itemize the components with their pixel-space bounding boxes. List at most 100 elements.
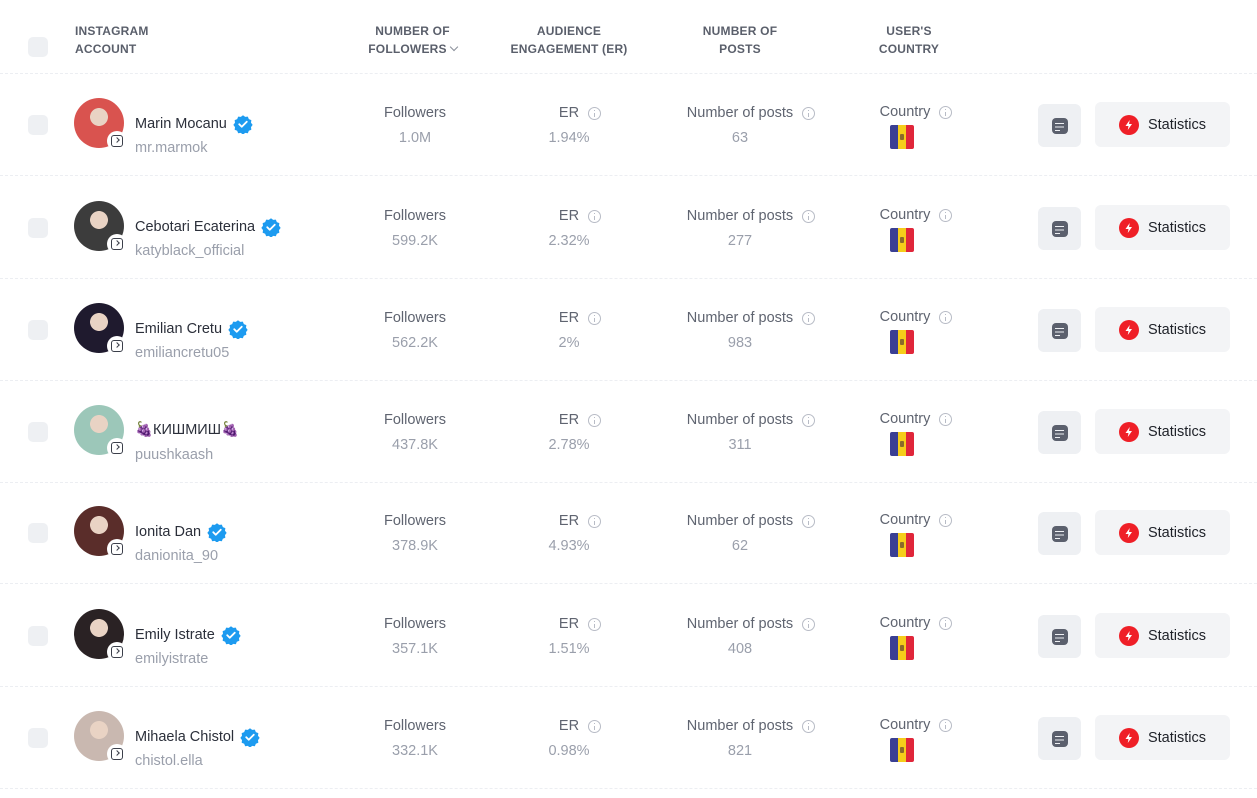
report-button[interactable] — [1038, 309, 1081, 352]
report-button[interactable] — [1038, 615, 1081, 658]
row-checkbox[interactable] — [28, 320, 48, 340]
er-info-icon[interactable] — [588, 311, 602, 325]
er-label: ER — [519, 310, 619, 326]
er-info-icon[interactable] — [588, 209, 602, 223]
country-info-icon[interactable] — [939, 208, 953, 222]
moldova-flag-icon — [890, 636, 914, 660]
followers-value: 1.0M — [398, 130, 432, 146]
report-document-icon — [1051, 424, 1068, 441]
report-button[interactable] — [1038, 104, 1081, 147]
header-followers-line1: NUMBER OF — [375, 24, 450, 38]
row-checkbox[interactable] — [28, 218, 48, 238]
posts-info-icon[interactable] — [802, 514, 816, 528]
account-handle[interactable]: mr.marmok — [135, 140, 208, 156]
account-name[interactable]: Ionita Dan — [135, 522, 227, 542]
country-info-icon[interactable] — [939, 105, 953, 119]
header-number-of-followers[interactable]: NUMBER OF FOLLOWERS — [355, 22, 470, 58]
account-handle[interactable]: chistol.ella — [135, 753, 203, 769]
row-checkbox[interactable] — [28, 728, 48, 748]
report-button[interactable] — [1038, 512, 1081, 555]
header-audience-engagement[interactable]: AUDIENCE ENGAGEMENT (ER) — [494, 22, 644, 58]
account-name-text: Ionita Dan — [135, 524, 202, 540]
country-label-text: Country — [879, 615, 931, 631]
followers-label: Followers — [355, 616, 475, 632]
account-name[interactable]: 🍇КИШМИШ🍇 — [135, 421, 239, 438]
statistics-button-label: Statistics — [1147, 219, 1206, 236]
header-number-of-posts[interactable]: NUMBER OF POSTS — [680, 22, 800, 58]
account-handle[interactable]: emilyistrate — [135, 651, 209, 667]
followers-value: 599.2K — [392, 233, 438, 249]
posts-info-icon[interactable] — [802, 311, 816, 325]
country-info-icon[interactable] — [939, 412, 953, 426]
select-all-checkbox[interactable] — [28, 37, 48, 57]
verified-badge-icon — [207, 523, 227, 542]
followers-label-text: Followers — [383, 412, 447, 428]
country-label: Country — [850, 207, 960, 223]
er-info-icon[interactable] — [588, 617, 602, 631]
country-info-icon[interactable] — [939, 616, 953, 630]
er-info-icon[interactable] — [588, 514, 602, 528]
account-name[interactable]: Emily Istrate — [135, 625, 241, 645]
country-label: Country — [850, 104, 960, 120]
account-handle[interactable]: emiliancretu05 — [135, 345, 230, 361]
country-info-icon[interactable] — [939, 513, 953, 527]
country-label-text: Country — [879, 411, 931, 427]
row-checkbox[interactable] — [28, 115, 48, 135]
account-handle[interactable]: katyblack_official — [135, 243, 245, 259]
account-name[interactable]: Mihaela Chistol — [135, 727, 260, 747]
country-label-text: Country — [879, 717, 931, 733]
header-users-country[interactable]: USER'S COUNTRY — [859, 22, 959, 58]
header-country-line2: COUNTRY — [878, 42, 940, 56]
report-document-icon — [1051, 628, 1068, 645]
statistics-button-label: Statistics — [1147, 524, 1206, 541]
row-checkbox[interactable] — [28, 422, 48, 442]
country-label-text: Country — [879, 207, 931, 223]
statistics-button[interactable]: Statistics — [1095, 510, 1230, 555]
er-label-text: ER — [558, 412, 580, 428]
report-document-icon — [1051, 322, 1068, 339]
header-instagram-account[interactable]: INSTAGRAM ACCOUNT — [75, 22, 225, 58]
followers-label: Followers — [355, 513, 475, 529]
posts-label: Number of posts — [660, 513, 820, 529]
account-handle[interactable]: danionita_90 — [135, 548, 219, 564]
statistics-button-label: Statistics — [1147, 321, 1206, 338]
country-info-icon[interactable] — [939, 310, 953, 324]
statistics-button[interactable]: Statistics — [1095, 205, 1230, 250]
moldova-flag-icon — [890, 330, 914, 354]
er-value: 2% — [558, 335, 580, 351]
posts-label-text: Number of posts — [686, 105, 794, 121]
statistics-button[interactable]: Statistics — [1095, 409, 1230, 454]
account-name[interactable]: Marin Mocanu — [135, 114, 253, 134]
account-handle[interactable]: puushkaash — [135, 447, 214, 463]
statistics-button[interactable]: Statistics — [1095, 613, 1230, 658]
er-info-icon[interactable] — [588, 413, 602, 427]
posts-info-icon[interactable] — [802, 413, 816, 427]
report-button[interactable] — [1038, 411, 1081, 454]
statistics-button[interactable]: Statistics — [1095, 307, 1230, 352]
sort-chevron-down-icon[interactable] — [449, 42, 458, 52]
statistics-button[interactable]: Statistics — [1095, 102, 1230, 147]
posts-info-icon[interactable] — [802, 209, 816, 223]
er-value: 2.78% — [548, 437, 590, 453]
account-name[interactable]: Emilian Cretu — [135, 319, 248, 339]
posts-label: Number of posts — [660, 310, 820, 326]
country-label: Country — [850, 512, 960, 528]
statistics-button[interactable]: Statistics — [1095, 715, 1230, 760]
row-checkbox[interactable] — [28, 626, 48, 646]
posts-info-icon[interactable] — [802, 617, 816, 631]
er-value: 1.51% — [548, 641, 590, 657]
er-info-icon[interactable] — [588, 719, 602, 733]
report-button[interactable] — [1038, 207, 1081, 250]
posts-info-icon[interactable] — [802, 719, 816, 733]
posts-info-icon[interactable] — [802, 106, 816, 120]
posts-value: 277 — [727, 233, 753, 249]
er-info-icon[interactable] — [588, 106, 602, 120]
row-checkbox[interactable] — [28, 523, 48, 543]
report-button[interactable] — [1038, 717, 1081, 760]
country-info-icon[interactable] — [939, 718, 953, 732]
account-name[interactable]: Cebotari Ecaterina — [135, 217, 281, 237]
statistics-button-label: Statistics — [1147, 627, 1206, 644]
verified-badge-icon — [221, 626, 241, 645]
table-row: Emily Istrate emilyistrate Followers 357… — [0, 585, 1257, 687]
table-row: Mihaela Chistol chistol.ella Followers 3… — [0, 687, 1257, 789]
